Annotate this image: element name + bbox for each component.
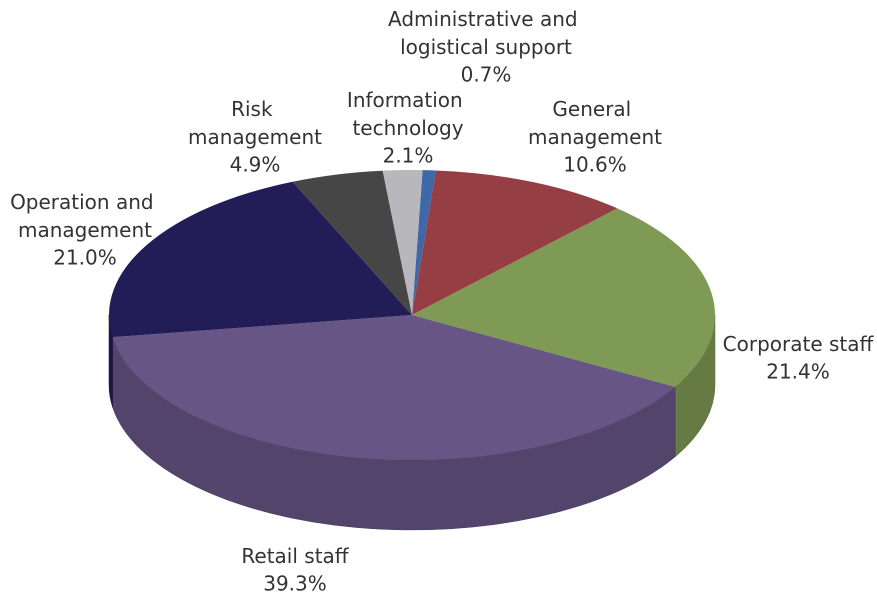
value-label: 0.7% [461,63,512,87]
label-line: Operation and [10,190,160,214]
label-line: management [528,125,662,149]
slice-label: Information technology [347,88,469,140]
value-label: 2.1% [383,144,434,168]
slice [382,170,423,315]
value-label: 21.0% [53,246,117,270]
label-line: management [18,218,152,242]
slice-label: Retail staff [241,544,349,568]
slice-label: Corporate staff [723,332,875,356]
slice-label: Operation and management [10,190,160,242]
label-line: Retail staff [241,544,349,568]
slice [412,170,436,315]
value-label: 39.3% [263,572,327,596]
slice [292,170,412,315]
label-line: logistical support [400,35,572,59]
value-label: 10.6% [563,153,627,177]
slice [412,208,716,387]
label-line: Corporate staff [723,332,875,356]
label-line: technology [352,116,463,140]
slice [112,315,676,461]
slice [412,170,618,315]
label-line: Risk [231,97,279,121]
slice-label: General management [528,97,662,149]
slice-label: Risk management [188,97,322,149]
value-label: 21.4% [766,360,830,384]
value-label: 4.9% [230,153,281,177]
label-line: General [552,97,637,121]
label-line: Administrative and [388,7,584,31]
slice-label: Administrative and logistical support [388,7,584,59]
label-line: Information [347,88,469,112]
slice [109,181,413,338]
label-line: management [188,125,322,149]
